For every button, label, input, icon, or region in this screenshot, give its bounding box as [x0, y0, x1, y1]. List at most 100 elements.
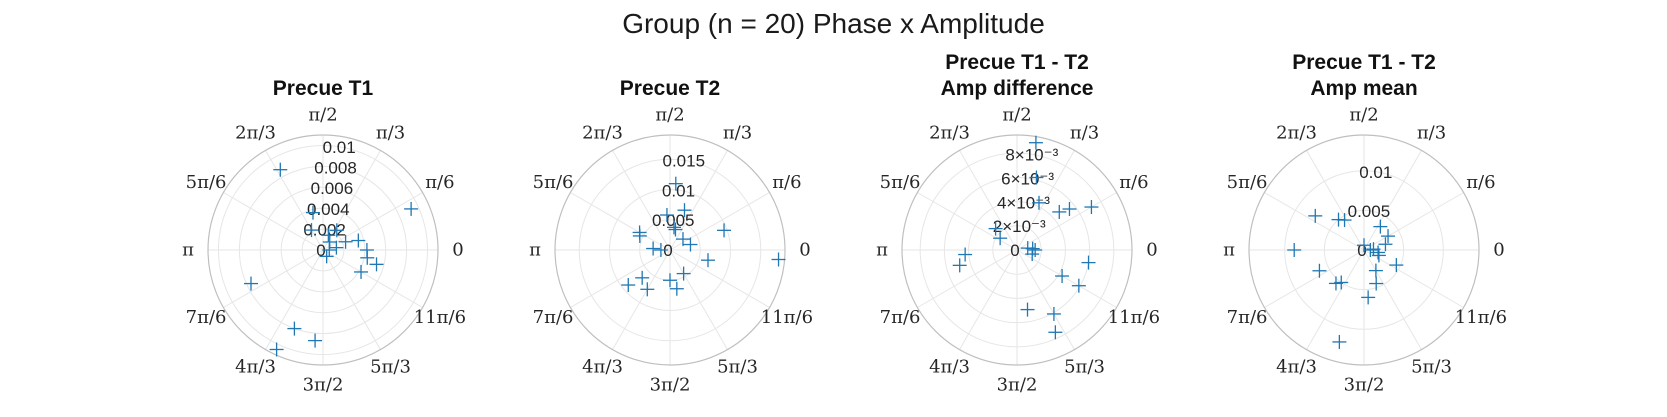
data-point	[1373, 219, 1388, 234]
angle-tick-label: 0	[1146, 240, 1157, 261]
angular-gridline	[1363, 150, 1422, 251]
angular-gridline	[1016, 192, 1117, 251]
angle-tick-label: 4π/3	[929, 356, 970, 377]
angle-tick-label: π/3	[376, 123, 405, 144]
data-point	[1366, 242, 1381, 257]
data-point	[287, 321, 302, 336]
radial-tick-label: 4×10⁻³	[997, 193, 1050, 212]
angle-tick-label: π/3	[1417, 123, 1446, 144]
data-point	[1048, 325, 1063, 340]
data-point	[319, 249, 334, 264]
angular-gridline	[669, 150, 728, 251]
angle-tick-label: 3π/2	[997, 375, 1038, 396]
angular-gridline	[612, 150, 671, 251]
data-point	[305, 205, 320, 220]
angle-tick-label: 3π/2	[303, 375, 344, 396]
data-point	[1332, 334, 1347, 349]
data-point	[683, 237, 698, 252]
angle-tick-label: 7π/6	[880, 307, 921, 328]
plot-title: Precue T1 - T2	[945, 51, 1089, 74]
data-point	[321, 228, 336, 243]
data-point	[1052, 204, 1067, 219]
radial-tick-label: 0	[1010, 241, 1019, 260]
angle-tick-label: 5π/3	[1411, 356, 1452, 377]
angular-gridline	[917, 249, 1018, 308]
angle-tick-label: π/6	[425, 172, 454, 193]
angle-tick-label: π/3	[723, 123, 752, 144]
data-point	[676, 266, 691, 281]
angle-tick-label: π	[182, 240, 194, 261]
data-point	[668, 176, 683, 191]
radial-tick-label: 0	[663, 241, 672, 260]
angular-gridline	[1016, 150, 1075, 251]
data-point	[1363, 243, 1378, 257]
angular-gridline	[1016, 249, 1117, 308]
data-point	[1046, 306, 1061, 321]
angle-tick-label: 5π/6	[533, 172, 574, 193]
data-point	[1381, 229, 1396, 244]
angle-tick-label: 0	[452, 240, 463, 261]
data-point	[717, 223, 732, 238]
data-point	[404, 201, 419, 216]
angle-tick-label: π	[529, 240, 541, 261]
polar-plot-4: 0 π/6 π/3 π/2 2π/3 5π/6 π 7π/6 4π/3 3π/2 5π/3 11π/6…	[1223, 51, 1507, 396]
data-point	[360, 250, 375, 265]
angle-tick-label: 4π/3	[235, 356, 276, 377]
data-point	[771, 252, 786, 267]
angular-gridline	[612, 249, 671, 350]
angle-tick-label: π/2	[1002, 105, 1031, 126]
data-point	[1287, 243, 1302, 257]
angle-tick-label: 4π/3	[582, 356, 623, 377]
radial-tick-label: 0.01	[1359, 163, 1392, 182]
angle-tick-label: 5π/3	[717, 356, 758, 377]
radial-tick-label: 2×10⁻³	[993, 217, 1046, 236]
radial-tick-label: 0.006	[311, 179, 354, 198]
data-point	[952, 258, 967, 273]
data-point	[329, 223, 344, 238]
angle-tick-label: 7π/6	[1227, 307, 1268, 328]
data-point	[640, 282, 655, 297]
angle-tick-label: π/6	[772, 172, 801, 193]
angular-gridline	[669, 249, 728, 350]
data-point	[632, 228, 647, 243]
data-point	[1369, 276, 1384, 291]
figure-title: Group (n = 20) Phase x Amplitude	[622, 8, 1045, 39]
radial-tick-label: 0	[316, 241, 325, 260]
angular-gridline	[265, 249, 324, 350]
plot-title: Precue T2	[620, 77, 720, 100]
angle-tick-label: 11π/6	[1455, 307, 1507, 328]
angular-gridline	[1363, 249, 1464, 308]
data-point	[677, 203, 692, 218]
polar-plot-3: 0 π/6 π/3 π/2 2π/3 5π/6 π 7π/6 4π/3 3π/2 5π/3 11π/6…	[876, 51, 1160, 396]
radial-tick-label: 0.015	[662, 152, 705, 171]
radial-tick-label: 0.01	[662, 181, 695, 200]
angular-gridline	[570, 249, 671, 308]
data-point	[322, 234, 337, 249]
angle-tick-label: 0	[799, 240, 810, 261]
data-point	[1084, 200, 1099, 215]
data-point	[1308, 208, 1323, 223]
data-point	[635, 270, 650, 285]
outer-ring	[207, 134, 439, 366]
data-point	[304, 223, 319, 238]
data-point	[1378, 237, 1393, 252]
angle-tick-label: π/2	[308, 105, 337, 126]
data-point	[243, 276, 258, 291]
angular-gridline	[1363, 249, 1422, 350]
plot-title: Amp mean	[1310, 77, 1417, 100]
radial-tick-label: 0.01	[323, 138, 356, 157]
data-point	[701, 253, 716, 268]
data-point	[993, 231, 1008, 246]
data-point	[1312, 263, 1327, 278]
radial-tick-label: 0.004	[307, 200, 350, 219]
data-point	[988, 221, 1003, 236]
data-point	[675, 232, 690, 247]
data-point	[308, 333, 323, 348]
data-point	[1029, 170, 1044, 185]
data-point	[354, 264, 369, 279]
plot-title: Amp difference	[941, 77, 1094, 100]
angle-tick-label: 5π/6	[186, 172, 227, 193]
angular-gridline	[1306, 249, 1365, 350]
angle-tick-label: 5π/6	[880, 172, 921, 193]
